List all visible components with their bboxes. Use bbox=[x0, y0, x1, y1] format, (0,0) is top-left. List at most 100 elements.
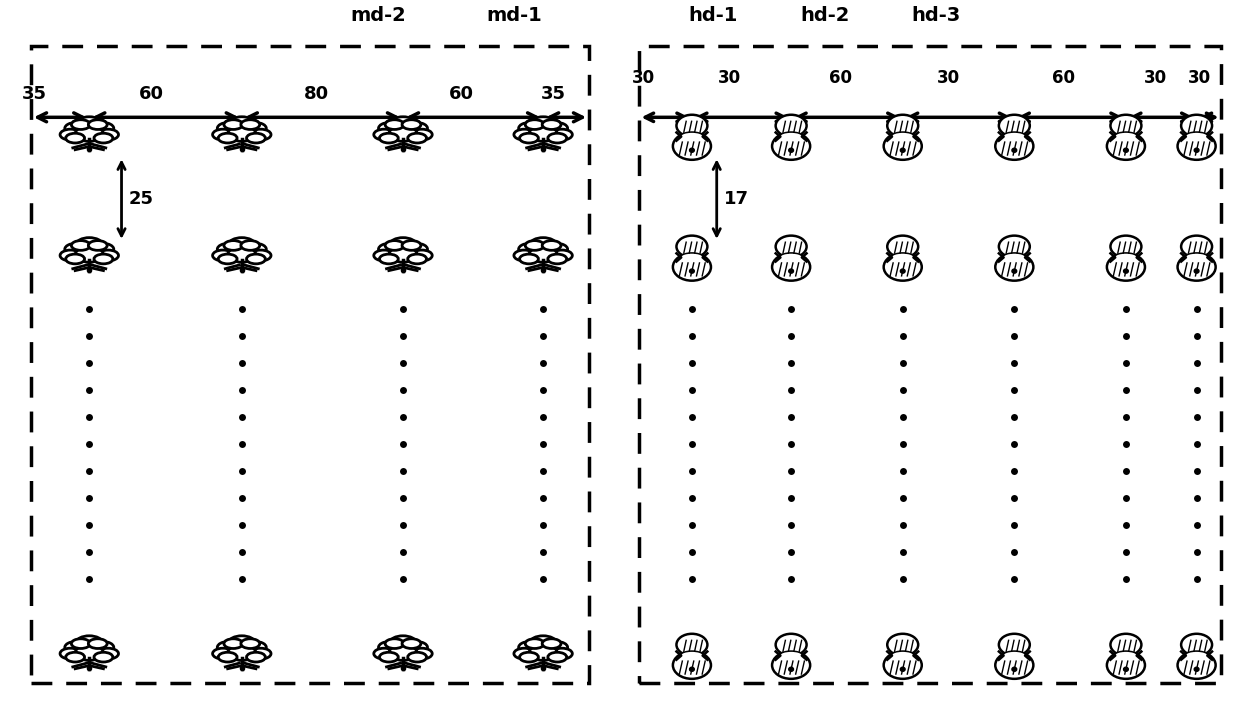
Ellipse shape bbox=[526, 638, 544, 648]
Ellipse shape bbox=[776, 235, 806, 257]
Ellipse shape bbox=[98, 250, 119, 261]
Ellipse shape bbox=[900, 148, 905, 152]
Ellipse shape bbox=[999, 634, 1029, 656]
Ellipse shape bbox=[1182, 235, 1211, 257]
Ellipse shape bbox=[76, 636, 103, 650]
Ellipse shape bbox=[1123, 148, 1128, 152]
Ellipse shape bbox=[1185, 133, 1208, 140]
Ellipse shape bbox=[212, 129, 233, 140]
Ellipse shape bbox=[250, 250, 272, 261]
Ellipse shape bbox=[548, 254, 567, 264]
Ellipse shape bbox=[247, 652, 265, 662]
Ellipse shape bbox=[247, 133, 265, 143]
Ellipse shape bbox=[228, 646, 255, 661]
Ellipse shape bbox=[518, 243, 541, 255]
Ellipse shape bbox=[689, 269, 694, 273]
Ellipse shape bbox=[241, 119, 259, 129]
Ellipse shape bbox=[408, 652, 427, 662]
Ellipse shape bbox=[241, 638, 259, 648]
Ellipse shape bbox=[88, 240, 107, 250]
Text: 35: 35 bbox=[22, 85, 47, 103]
Ellipse shape bbox=[1111, 634, 1141, 656]
Ellipse shape bbox=[776, 114, 806, 137]
Ellipse shape bbox=[1123, 269, 1128, 273]
Ellipse shape bbox=[218, 254, 237, 264]
Ellipse shape bbox=[64, 243, 87, 255]
Text: 60: 60 bbox=[830, 69, 852, 87]
Ellipse shape bbox=[60, 250, 81, 261]
Ellipse shape bbox=[542, 638, 560, 648]
Ellipse shape bbox=[386, 240, 404, 250]
Ellipse shape bbox=[1182, 634, 1211, 656]
Ellipse shape bbox=[64, 122, 87, 134]
Ellipse shape bbox=[1194, 667, 1199, 671]
Ellipse shape bbox=[389, 127, 417, 141]
Ellipse shape bbox=[228, 117, 255, 131]
Ellipse shape bbox=[1115, 133, 1137, 140]
Ellipse shape bbox=[217, 122, 239, 134]
Ellipse shape bbox=[386, 638, 404, 648]
Ellipse shape bbox=[389, 646, 417, 661]
Ellipse shape bbox=[76, 117, 103, 131]
Ellipse shape bbox=[1003, 133, 1025, 140]
Ellipse shape bbox=[773, 253, 810, 281]
Ellipse shape bbox=[244, 122, 267, 134]
Ellipse shape bbox=[412, 129, 433, 140]
Ellipse shape bbox=[1115, 652, 1137, 659]
Ellipse shape bbox=[1003, 652, 1025, 659]
Ellipse shape bbox=[228, 237, 255, 252]
Ellipse shape bbox=[673, 253, 711, 281]
Ellipse shape bbox=[228, 127, 255, 141]
Ellipse shape bbox=[773, 651, 810, 679]
Ellipse shape bbox=[98, 129, 119, 140]
Ellipse shape bbox=[64, 641, 87, 653]
Ellipse shape bbox=[892, 652, 914, 659]
Ellipse shape bbox=[66, 652, 84, 662]
Ellipse shape bbox=[408, 254, 427, 264]
Ellipse shape bbox=[408, 133, 427, 143]
Ellipse shape bbox=[373, 129, 394, 140]
Ellipse shape bbox=[996, 132, 1033, 160]
Ellipse shape bbox=[405, 122, 428, 134]
Ellipse shape bbox=[529, 237, 557, 252]
Ellipse shape bbox=[900, 269, 905, 273]
Ellipse shape bbox=[780, 652, 802, 659]
Ellipse shape bbox=[389, 117, 417, 131]
Ellipse shape bbox=[789, 667, 794, 671]
Ellipse shape bbox=[789, 269, 794, 273]
Text: 60: 60 bbox=[449, 85, 474, 103]
Ellipse shape bbox=[224, 119, 243, 129]
Ellipse shape bbox=[250, 648, 272, 659]
Ellipse shape bbox=[412, 250, 433, 261]
Ellipse shape bbox=[776, 634, 806, 656]
Bar bbox=[31, 46, 589, 683]
Ellipse shape bbox=[513, 648, 534, 659]
Ellipse shape bbox=[244, 243, 267, 255]
Ellipse shape bbox=[520, 254, 538, 264]
Text: hd-3: hd-3 bbox=[911, 6, 961, 25]
Ellipse shape bbox=[373, 648, 394, 659]
Text: 17: 17 bbox=[724, 190, 749, 208]
Text: 35: 35 bbox=[541, 85, 565, 103]
Ellipse shape bbox=[546, 122, 568, 134]
Ellipse shape bbox=[389, 237, 417, 252]
Ellipse shape bbox=[72, 638, 91, 648]
Ellipse shape bbox=[94, 254, 113, 264]
Ellipse shape bbox=[999, 235, 1029, 257]
Ellipse shape bbox=[529, 636, 557, 650]
Ellipse shape bbox=[548, 133, 567, 143]
Ellipse shape bbox=[379, 254, 398, 264]
Ellipse shape bbox=[76, 247, 103, 262]
Ellipse shape bbox=[780, 133, 802, 140]
Ellipse shape bbox=[224, 638, 243, 648]
Ellipse shape bbox=[552, 648, 573, 659]
Ellipse shape bbox=[1123, 667, 1128, 671]
Ellipse shape bbox=[884, 651, 921, 679]
Ellipse shape bbox=[1115, 254, 1137, 261]
Ellipse shape bbox=[92, 122, 114, 134]
Ellipse shape bbox=[218, 652, 237, 662]
Text: 60: 60 bbox=[1053, 69, 1075, 87]
Ellipse shape bbox=[379, 133, 398, 143]
Ellipse shape bbox=[529, 646, 557, 661]
Ellipse shape bbox=[884, 132, 921, 160]
